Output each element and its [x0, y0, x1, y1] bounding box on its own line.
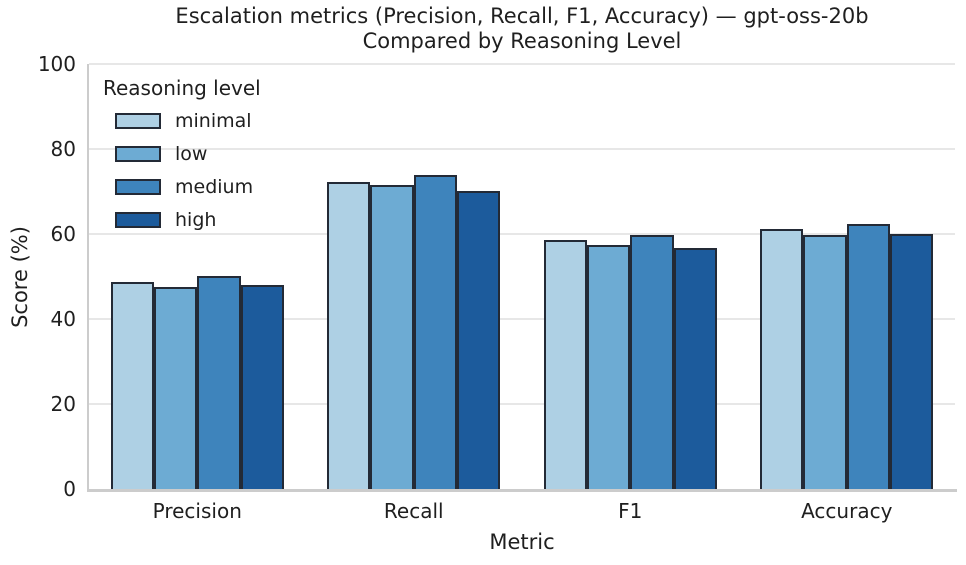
x-axis-ticks: Precision Recall F1 Accuracy — [89, 499, 955, 525]
legend-label: low — [175, 143, 208, 165]
bar-accuracy-minimal — [760, 229, 804, 489]
legend-title: Reasoning level — [103, 76, 261, 100]
legend: Reasoning level minimal low medium high — [103, 76, 261, 244]
bar-precision-medium — [197, 276, 241, 489]
legend-item-minimal: minimal — [115, 110, 261, 132]
legend-items: minimal low medium high — [103, 110, 261, 231]
chart-title-line2: Compared by Reasoning Level — [362, 29, 682, 53]
legend-label: medium — [175, 176, 254, 198]
plot-area: Reasoning level minimal low medium high — [89, 63, 956, 489]
y-tick-label: 100 — [37, 52, 76, 76]
bar-group-precision — [89, 64, 306, 489]
gridline-y20 — [89, 403, 955, 405]
y-tick-label: 60 — [50, 222, 76, 246]
x-tick-label: Precision — [152, 499, 242, 523]
bar-f1-low — [586, 245, 631, 489]
chart-title: Escalation metrics (Precision, Recall, F… — [89, 4, 955, 54]
x-tick-label: Accuracy — [801, 499, 893, 523]
legend-item-low: low — [115, 143, 261, 165]
bar-group-accuracy — [739, 64, 956, 489]
x-axis-spine — [87, 489, 957, 492]
y-tick-label: 0 — [63, 477, 76, 501]
bar-precision-high — [240, 285, 284, 489]
y-tick-label: 40 — [50, 307, 76, 331]
bar-f1-minimal — [543, 240, 587, 489]
chart-title-line1: Escalation metrics (Precision, Recall, F… — [175, 4, 869, 28]
gridline-y40 — [89, 318, 955, 320]
bar-precision-minimal — [110, 281, 154, 489]
y-axis-spine — [87, 64, 89, 492]
y-tick-label: 20 — [50, 392, 76, 416]
legend-swatch-high — [115, 212, 161, 228]
bar-recall-minimal — [327, 181, 371, 489]
legend-swatch-low — [115, 146, 161, 162]
bar-recall-medium — [413, 174, 458, 489]
bar-f1-medium — [630, 234, 674, 489]
y-tick-label: 80 — [50, 137, 76, 161]
legend-swatch-medium — [115, 179, 161, 195]
legend-item-high: high — [115, 209, 261, 231]
x-axis-label: Metric — [489, 530, 555, 554]
y-axis-ticks: 0 20 40 60 80 100 — [0, 52, 76, 501]
gridline-y80 — [89, 148, 955, 150]
bar-recall-low — [370, 184, 414, 489]
bar-recall-high — [457, 190, 501, 489]
bar-precision-low — [153, 286, 198, 489]
gridline-y100 — [89, 63, 955, 65]
bar-accuracy-low — [803, 235, 847, 489]
x-tick-label: Recall — [383, 499, 444, 523]
legend-swatch-minimal — [115, 113, 161, 129]
legend-label: minimal — [175, 110, 252, 132]
bar-group-f1 — [522, 64, 739, 489]
bar-accuracy-high — [890, 234, 934, 489]
x-tick-label: F1 — [618, 499, 643, 523]
legend-item-medium: medium — [115, 176, 261, 198]
gridline-y60 — [89, 233, 955, 235]
bar-accuracy-medium — [846, 224, 891, 489]
bar-f1-high — [673, 247, 717, 489]
bar-group-recall — [306, 64, 523, 489]
legend-label: high — [175, 209, 217, 231]
